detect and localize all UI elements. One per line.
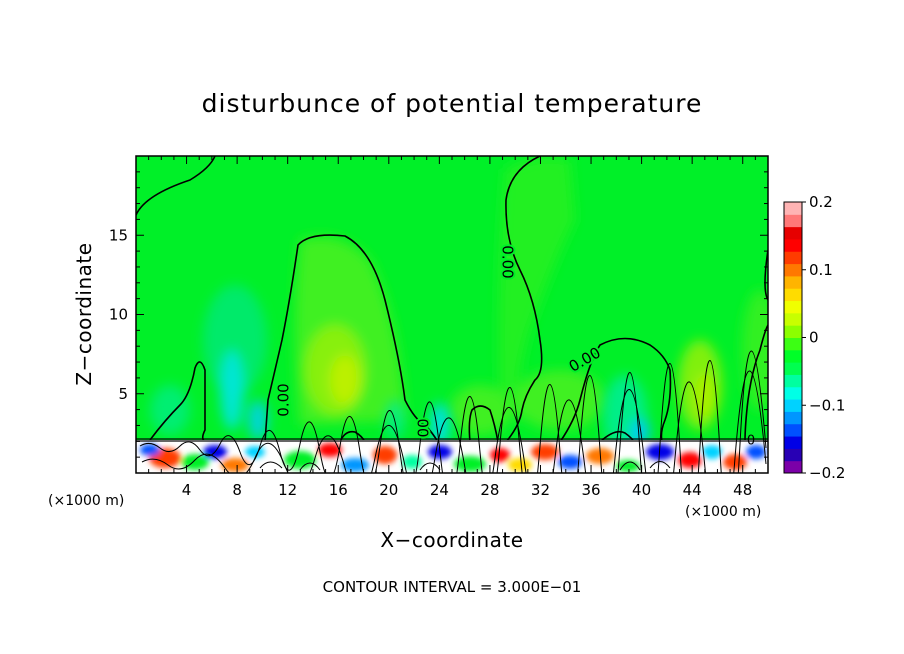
- colorbar-label: −0.1: [809, 396, 845, 414]
- field-blobs: [295, 156, 768, 435]
- contour-label: 0.00: [275, 383, 293, 416]
- x-tick-label: 24: [430, 481, 449, 499]
- y-tick-label: 15: [109, 226, 128, 244]
- y-tick-label: 10: [109, 306, 128, 324]
- colorbar-swatch: [784, 460, 802, 474]
- colorbar-swatch: [784, 288, 802, 302]
- x-tick-label: 36: [581, 481, 600, 499]
- colorbar-swatch: [784, 362, 802, 375]
- colorbar-swatch: [784, 349, 802, 363]
- x-tick-label: 16: [329, 481, 348, 499]
- y-tick-label: 5: [118, 385, 128, 403]
- x-tick-label: 8: [232, 481, 242, 499]
- colorbar-swatch: [784, 448, 802, 462]
- colorbar-swatch: [784, 325, 802, 338]
- colorbar-swatch: [784, 423, 802, 437]
- colorbar-swatch: [784, 411, 802, 425]
- boundary-layer: [136, 350, 768, 473]
- colorbar-swatch: [784, 263, 802, 277]
- contour-label: 0.00: [499, 245, 517, 278]
- x-tick-label: 20: [379, 481, 398, 499]
- chart-title: disturbunce of potential temperature: [202, 89, 703, 118]
- colorbar-swatch: [784, 238, 802, 252]
- x-tick-label: 32: [531, 481, 550, 499]
- colorbar-swatch: [784, 202, 802, 215]
- x-axis: 4 8 12 16 20 24 28 32 36 40 44 48: [148, 156, 756, 499]
- colorbar-label: 0.1: [809, 261, 833, 279]
- colorbar-swatch: [784, 251, 802, 265]
- x-tick-label: 12: [278, 481, 297, 499]
- x-tick-label: 40: [632, 481, 651, 499]
- colorbar-swatch: [784, 275, 802, 289]
- contour-label: 0: [747, 434, 755, 449]
- colorbar-label: −0.2: [809, 464, 845, 482]
- x-tick-label: 44: [683, 481, 702, 499]
- colorbar-swatch: [784, 312, 802, 326]
- colorbar: 0.2 0.1 0 −0.1 −0.2: [784, 193, 845, 482]
- colorbar-label: 0: [809, 329, 819, 347]
- colorbar-swatch: [784, 226, 802, 240]
- colorbar-frame: [783, 201, 803, 474]
- x-tick-label: 48: [733, 481, 752, 499]
- colorbar-swatch: [784, 300, 802, 314]
- x-axis-label: X−coordinate: [380, 528, 523, 552]
- colorbar-swatch: [784, 374, 802, 388]
- colorbar-label: 0.2: [809, 193, 833, 211]
- x-tick-label: 28: [480, 481, 499, 499]
- colorbar-swatch: [784, 337, 802, 351]
- x-unit-right: (×1000 m): [685, 504, 761, 520]
- colorbar-swatch: [784, 436, 802, 449]
- x-unit-left: (×1000 m): [48, 493, 124, 509]
- colorbar-swatch: [784, 399, 802, 412]
- contour-interval-note: CONTOUR INTERVAL = 3.000E−01: [323, 578, 582, 596]
- plot-area: 0.00 0.00 0.00 00 0: [136, 156, 768, 473]
- y-axis: 5 10 15: [109, 171, 768, 458]
- contour-label: 00: [415, 418, 433, 437]
- x-tick-label: 4: [182, 481, 192, 499]
- y-axis-label: Z−coordinate: [72, 242, 96, 385]
- colorbar-swatch: [784, 386, 802, 400]
- colorbar-swatch: [784, 214, 802, 228]
